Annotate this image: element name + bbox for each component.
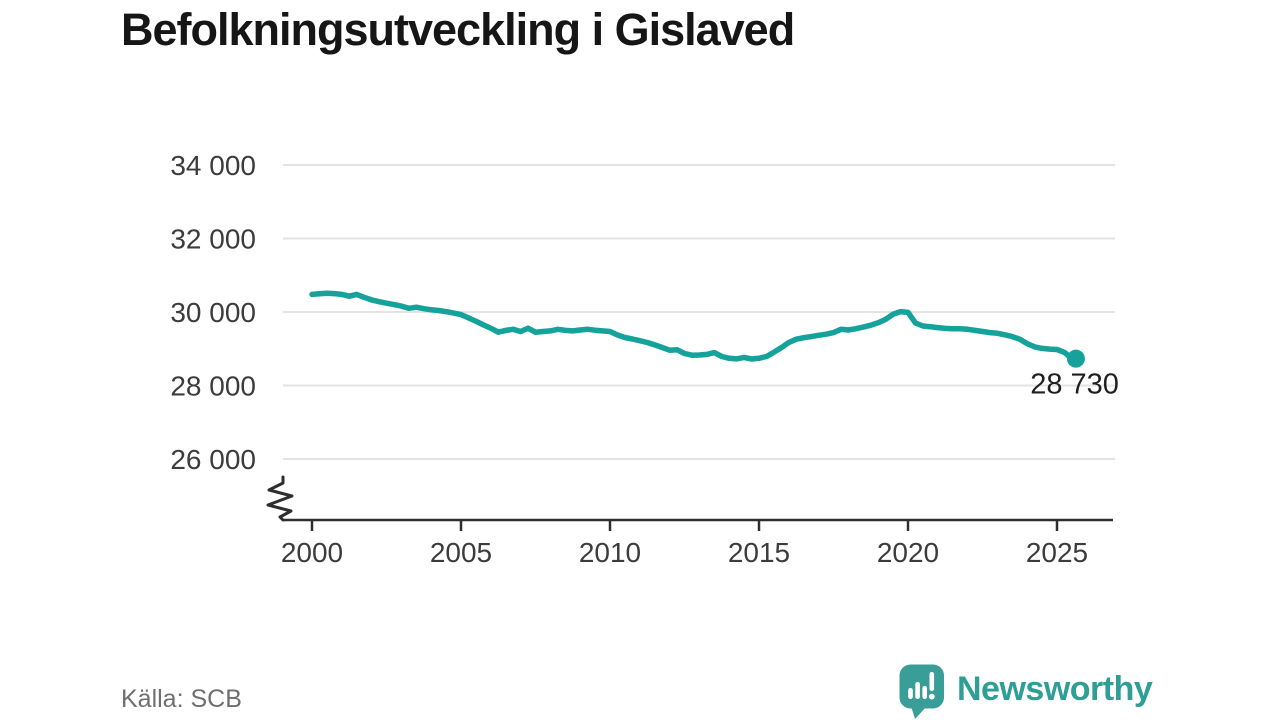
logo-exclamation-dot xyxy=(928,693,935,700)
x-axis-tick-label: 2010 xyxy=(579,537,641,568)
newsworthy-brand: Newsworthy xyxy=(898,663,1158,719)
page-title: Befolkningsutveckling i Gislaved xyxy=(121,4,795,55)
logo-exclamation-bar xyxy=(929,672,935,691)
y-axis-tick-label: 32 000 xyxy=(170,224,256,255)
y-axis-tick-label: 34 000 xyxy=(170,150,256,181)
x-axis-tick-label: 2005 xyxy=(430,537,492,568)
brand-name: Newsworthy xyxy=(957,669,1153,708)
x-axis-tick-label: 2015 xyxy=(728,537,790,568)
newsworthy-logo-icon xyxy=(899,664,944,719)
end-value-label: 28 730 xyxy=(1030,369,1119,401)
population-line xyxy=(309,290,1075,362)
end-point-marker xyxy=(1066,349,1085,368)
x-axis-tick-label: 2020 xyxy=(877,537,939,568)
axis-break-icon xyxy=(266,475,294,522)
y-axis-tick-label: 30 000 xyxy=(170,297,256,328)
x-axis-tick-label: 2025 xyxy=(1026,537,1088,568)
logo-bar-short xyxy=(908,688,913,699)
source-label: Källa: SCB xyxy=(121,685,242,713)
y-axis-tick-label: 26 000 xyxy=(170,444,256,475)
y-axis-tick-label: 28 000 xyxy=(170,371,256,402)
x-axis-tick-label: 2000 xyxy=(281,537,343,568)
logo-bar-tall xyxy=(915,682,920,699)
logo-bar-medium xyxy=(922,686,927,699)
